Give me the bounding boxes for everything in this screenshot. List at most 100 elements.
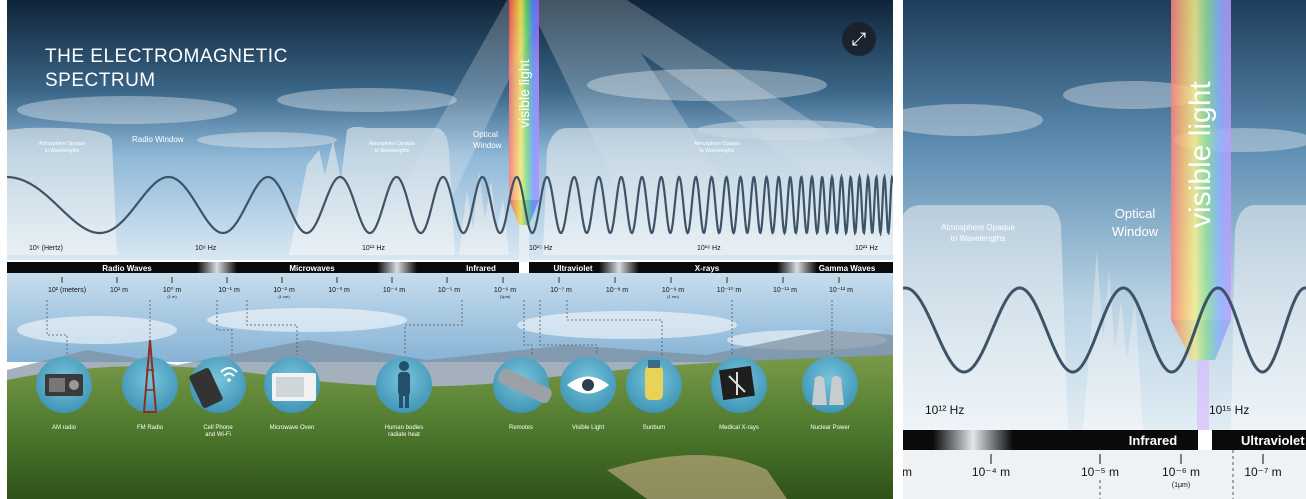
opaque-label-1b: to Wavelengths: [45, 148, 80, 154]
example-labels: AM radio FM Radio Cell Phone and Wi-Fi M…: [52, 425, 850, 438]
wavelength-sublabel: (1 nm): [667, 294, 679, 299]
page-title: THE ELECTROMAGNETIC SPECTRUM: [45, 45, 288, 93]
wavelength-label: 10⁻⁶ m: [494, 287, 516, 294]
example-label: radiate heat: [388, 432, 420, 438]
zoom-wavelength-label: m: [903, 465, 912, 479]
medical-xray-icon: [711, 357, 767, 413]
band-radio: Radio Waves: [102, 264, 152, 273]
freq-label: 10¹⁸ Hz: [697, 245, 721, 252]
sunscreen-bottle-icon: [626, 357, 682, 413]
zoom-wavelength-label: 10⁻⁵ m: [1081, 465, 1119, 479]
opaque-label-3b: to Wavelengths: [700, 148, 735, 154]
zoom-optical-label-1: Optical: [1115, 206, 1156, 221]
freq-label: 10¹² Hz: [362, 245, 385, 252]
band-gamma: Gamma Waves: [819, 264, 876, 273]
example-label: Sunburn: [643, 425, 666, 431]
wavelength-label: 10⁻⁸ m: [606, 287, 628, 294]
eye-icon: [560, 357, 616, 413]
zoom-wavelength-label: 10⁻⁴ m: [972, 465, 1010, 479]
zoomed-detail-panel: Atmosphere Opaque to Wavelengths Optical…: [903, 0, 1306, 499]
example-label: Medical X-rays: [719, 425, 759, 431]
zoom-opaque-label-1: Atmosphere Opaque: [941, 223, 1015, 232]
wavelength-label: 10⁰ m: [163, 286, 182, 294]
example-label: and Wi-Fi: [205, 432, 231, 438]
radio-window-label: Radio Window: [132, 135, 184, 144]
wavelength-label: 10⁻³ m: [328, 287, 350, 294]
example-label: Nuclear Power: [810, 425, 849, 431]
example-label: Visible Light: [572, 425, 605, 431]
wavelength-label: 10⁻⁴ m: [383, 287, 405, 294]
freq-label: 10⁹ Hz: [195, 245, 217, 252]
wavelength-label: 10⁻⁵ m: [438, 287, 460, 294]
human-body-icon: [376, 357, 432, 413]
freq-label: 10¹⁵ Hz: [529, 245, 553, 252]
expand-arrows-icon: ⤢: [851, 29, 867, 49]
example-label: AM radio: [52, 425, 77, 431]
band-ultraviolet: Ultraviolet: [553, 264, 592, 273]
fm-radio-tower-icon: [122, 339, 178, 413]
band-infrared: Infrared: [466, 264, 496, 273]
freq-label: 10⁶ (Hertz): [29, 245, 63, 252]
spectrum-band-bar: [7, 262, 893, 273]
zoom-band-ultraviolet: Ultraviolet: [1241, 433, 1305, 448]
zoom-visible-light-label: visible light: [1184, 81, 1217, 228]
main-spectrum-svg: Radio Window Optical Window Atmosphere O…: [7, 0, 893, 499]
band-xrays: X-rays: [695, 264, 720, 273]
wavelength-label: 10⁻¹² m: [829, 287, 853, 294]
band-microwaves: Microwaves: [289, 264, 335, 273]
wavelength-ticks: [61, 277, 840, 283]
band-labels: Radio Waves Microwaves Infrared Ultravio…: [102, 264, 876, 273]
connector-lines: [46, 300, 833, 355]
nuclear-plant-icon: [802, 357, 858, 413]
wavelength-label: 10⁻¹⁰ m: [717, 286, 742, 294]
wavelength-label: 10⁻⁷ m: [550, 287, 572, 294]
wavelength-label: 10² (meters): [48, 287, 86, 294]
zoom-ticks: [990, 454, 1264, 464]
zoom-visible-beam: [1171, 0, 1231, 320]
expand-button[interactable]: ⤢: [842, 22, 876, 56]
zoom-opaque-label-2: to Wavelengths: [951, 234, 1006, 243]
wavelength-sublabel: (1 cm): [278, 294, 290, 299]
example-label: FM Radio: [137, 425, 164, 431]
opaque-label-1a: Atmosphere Opaque: [39, 141, 85, 147]
zoom-band-infrared: Infrared: [1129, 433, 1177, 448]
remote-control-icon: [493, 357, 552, 413]
am-radio-icon: [36, 357, 92, 413]
zoom-freq-label: 10¹⁵ Hz: [1209, 403, 1249, 417]
wavelength-label: 10¹ m: [110, 287, 128, 294]
example-icons: [36, 339, 858, 413]
opaque-label-2a: Atmosphere Opaque: [369, 141, 415, 147]
wavelength-label: 10⁻⁹ m: [662, 287, 684, 294]
example-label: Human bodies: [385, 425, 424, 431]
optical-window-label-1: Optical: [473, 130, 498, 139]
zoom-freq-label: 10¹² Hz: [925, 403, 964, 417]
opaque-label-2b: to Wavelengths: [375, 148, 410, 154]
zoom-connector-lines: [1099, 450, 1234, 499]
example-label: Remotes: [509, 425, 533, 431]
zoom-spectrum-wave: [903, 286, 1306, 374]
opaque-label-3a: Atmosphere Opaque: [694, 141, 740, 147]
zoom-wavelength-label: 10⁻⁷ m: [1244, 465, 1281, 479]
wavelength-sublabel: (1μm): [500, 294, 511, 299]
wavelength-label: 10⁻² m: [273, 287, 295, 294]
title-line-2: SPECTRUM: [45, 70, 156, 91]
zoom-wavelength-labels: m 10⁻⁴ m 10⁻⁵ m 10⁻⁶ m (1μm) 10⁻⁷ m: [903, 465, 1282, 489]
microwave-oven-icon: [264, 357, 320, 413]
zoom-optical-label-2: Window: [1112, 224, 1159, 239]
title-line-1: THE ELECTROMAGNETIC: [45, 46, 288, 67]
visible-light-label: visible light: [516, 59, 532, 128]
cell-phone-wifi-icon: [189, 357, 246, 413]
example-label: Cell Phone: [203, 425, 233, 431]
wavelength-label: 10⁻¹¹ m: [773, 287, 797, 294]
main-spectrum-panel: Radio Window Optical Window Atmosphere O…: [7, 0, 893, 499]
zoom-wavelength-sublabel: (1μm): [1172, 482, 1190, 489]
zoom-spectrum-svg: Atmosphere Opaque to Wavelengths Optical…: [903, 0, 1306, 499]
optical-window-label-2: Window: [473, 141, 502, 150]
spectrum-wave: [7, 172, 893, 238]
example-label: Microwave Oven: [270, 425, 315, 431]
wavelength-label: 10⁻¹ m: [218, 287, 240, 294]
freq-label: 10²¹ Hz: [855, 245, 878, 252]
wavelength-labels: 10² (meters) 10¹ m 10⁰ m (1 m) 10⁻¹ m 10…: [48, 286, 853, 299]
zoom-wavelength-label: 10⁻⁶ m: [1162, 465, 1200, 479]
wavelength-sublabel: (1 m): [167, 294, 177, 299]
